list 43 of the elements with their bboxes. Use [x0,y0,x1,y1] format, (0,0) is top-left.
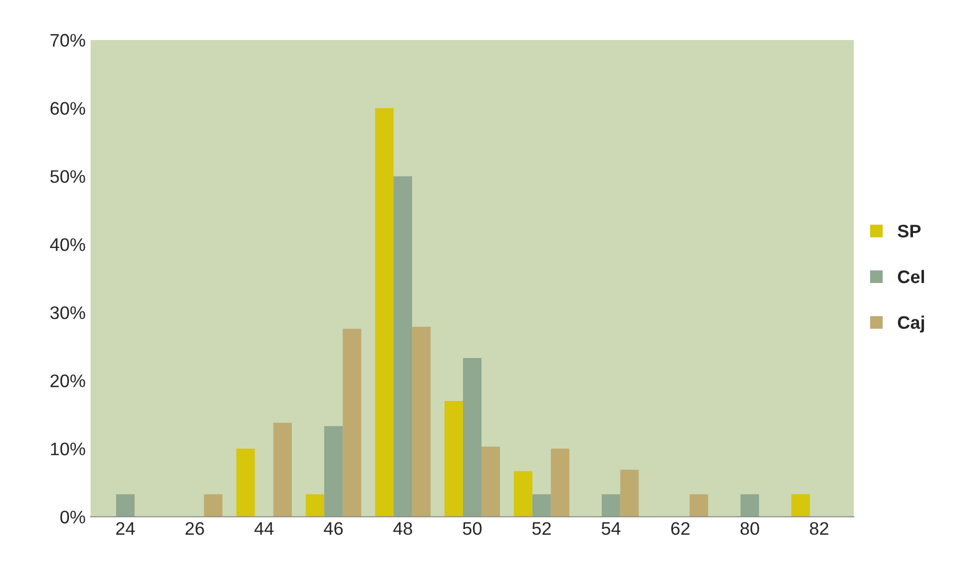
bar [602,494,620,517]
y-tick-label: 50% [50,170,86,183]
x-tick-label: 62 [671,522,690,535]
bar [532,494,551,517]
x-tick-label: 82 [810,522,828,535]
x-tick-label: 54 [602,522,621,535]
y-tick-label: 70% [50,34,86,47]
x-tick-label: 52 [532,522,551,535]
legend-label: SP [898,224,921,238]
x-tick-label: 80 [740,522,760,535]
bar [481,446,500,517]
bar [236,448,255,517]
bar [306,494,324,517]
bar [412,326,431,517]
legend-label: Cel [898,270,924,284]
y-tick-label: 10% [51,442,86,456]
x-tick-label: 50 [462,522,482,535]
bar [324,426,343,517]
x-tick-label: 46 [324,522,343,535]
bar [514,471,532,517]
bar [620,470,639,517]
bar [462,358,482,517]
x-tick-label: 26 [186,522,204,535]
bar [116,494,135,517]
y-tick-label: 40% [50,238,86,252]
x-tick-label: 44 [254,522,274,535]
bar [791,494,810,517]
bar [394,176,412,517]
y-tick-label: 30% [50,306,86,320]
bar [375,108,394,517]
legend-label: Caj [898,316,924,332]
bar [690,494,708,517]
bar [444,400,463,517]
bar [740,494,760,517]
bar [550,448,570,517]
y-tick-label: 60% [50,102,86,115]
bar [204,494,222,517]
y-tick-label: 0% [60,510,86,524]
x-tick-label: 24 [116,522,135,535]
bar [342,328,362,517]
y-tick-label: 20% [50,374,86,388]
bar [273,422,292,517]
x-tick-label: 48 [393,522,412,535]
